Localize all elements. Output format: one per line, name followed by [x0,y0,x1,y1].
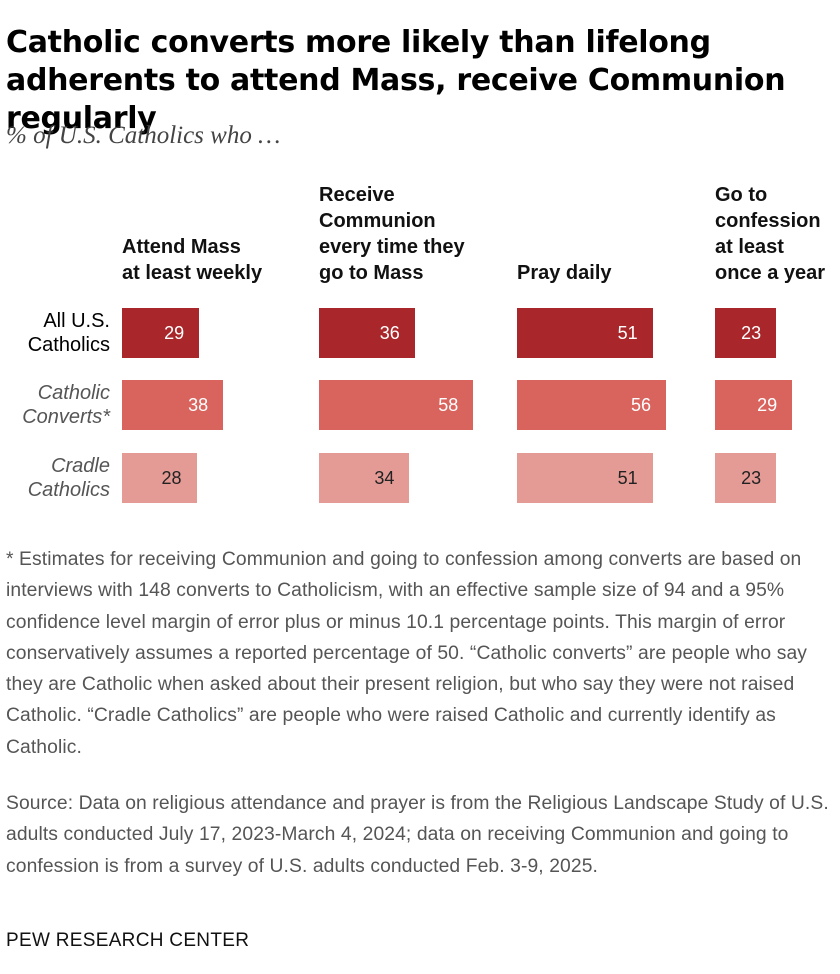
bar [715,380,793,430]
column-header-line: Receive [319,184,395,206]
data-label: 38 [188,395,209,415]
column-header-1: Attend Mass at least weekly [122,234,262,286]
row-label-line: Catholic [37,382,110,404]
bar [122,380,224,430]
chart-title: Catholic converts more likely than lifel… [6,25,786,136]
row-label-line: Catholics [27,479,110,501]
column-header-line: every time they [319,236,465,258]
column-header-line: go to Mass [319,262,424,284]
column-header-line: at least [715,236,784,258]
bar [517,308,653,358]
row-label-line: Converts* [22,406,110,428]
data-label: 51 [617,468,638,488]
data-label: 56 [630,395,651,415]
data-label: 23 [741,323,762,343]
column-header-line: Pray daily [517,262,612,284]
column-header-4: Go to confession at least once a year [715,182,825,286]
column-header-line: Attend Mass [122,236,241,258]
data-label: 34 [374,468,395,488]
bar [319,308,415,358]
column-header-2: Receive Communion every time they go to Mas… [319,182,465,286]
bar [122,453,197,503]
column-header-line: confession [715,210,821,232]
source-note: Source: Data on religious attendance and… [6,793,829,877]
bar [319,380,474,430]
data-label: 28 [161,468,182,488]
footnote: * Estimates for receiving Communion and … [6,549,808,758]
data-label: 36 [379,323,400,343]
row-label-2: Catholic Converts* [22,381,110,429]
row-label-line: Catholics [27,334,110,356]
column-header-line: at least weekly [122,262,263,284]
row-label-3: Cradle Catholics [28,454,110,502]
data-label: 23 [741,468,762,488]
row-label-line: Cradle [51,455,110,477]
column-header-3: Pray daily [517,260,612,286]
organization-name: PEW RESEARCH CENTER [6,930,250,951]
bar [715,453,777,503]
column-header-line: Communion [319,210,436,232]
row-label-line: All U.S. [43,310,110,332]
bar [122,308,200,358]
bar [715,308,777,358]
bar [517,453,653,503]
data-label: 51 [617,323,638,343]
chart-subtitle: % of U.S. Catholics who … [6,122,281,149]
data-label: 58 [438,395,459,415]
column-header-line: Go to [715,184,768,206]
bar [319,453,410,503]
column-header-line: once a year [715,262,826,284]
row-label-1: All U.S. Catholics [28,309,110,357]
data-label: 29 [757,395,778,415]
bar [517,380,666,430]
data-label: 29 [164,323,185,343]
